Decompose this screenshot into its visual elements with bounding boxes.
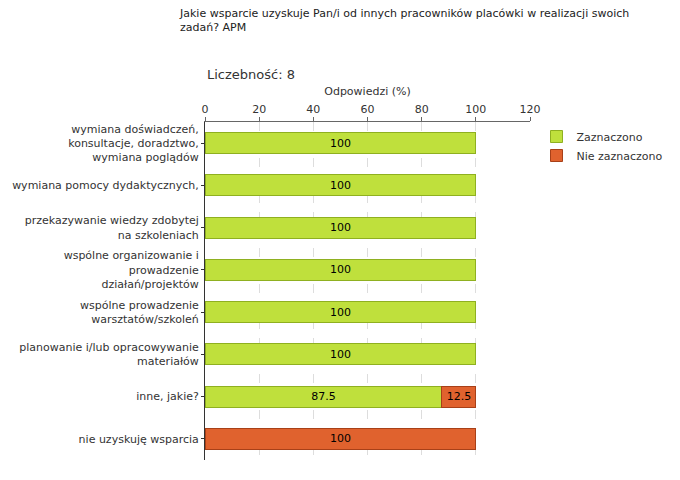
- svg-text:wspólne prowadzeniewarsztatów/: wspólne prowadzeniewarsztatów/szkoleń: [80, 299, 199, 326]
- svg-text:planowanie i/lub opracowywanie: planowanie i/lub opracowywaniemateriałów: [19, 341, 199, 368]
- svg-text:20: 20: [252, 103, 266, 116]
- svg-text:87.5: 87.5: [311, 390, 336, 403]
- svg-text:0: 0: [202, 103, 209, 116]
- svg-text:wspólne organizowanie iprowadz: wspólne organizowanie iprowadzeniedziała…: [64, 249, 199, 291]
- svg-text:Zaznaczono: Zaznaczono: [577, 131, 643, 144]
- svg-text:przekazywanie wiedzy zdobytejn: przekazywanie wiedzy zdobytejna szkoleni…: [25, 214, 199, 241]
- svg-text:100: 100: [465, 103, 486, 116]
- svg-text:100: 100: [330, 432, 351, 445]
- svg-text:wymiana doświadczeń,konsultacj: wymiana doświadczeń,konsultacje, doradzt…: [68, 123, 199, 165]
- svg-text:Liczebność: 8: Liczebność: 8: [207, 67, 295, 82]
- svg-text:Jakie wsparcie uzyskuje Pan/i: Jakie wsparcie uzyskuje Pan/i od innych …: [179, 7, 629, 34]
- svg-text:100: 100: [330, 263, 351, 276]
- svg-text:100: 100: [330, 137, 351, 150]
- svg-text:80: 80: [415, 103, 429, 116]
- svg-text:nie uzyskuję wsparcia: nie uzyskuję wsparcia: [79, 433, 199, 446]
- svg-text:60: 60: [361, 103, 375, 116]
- svg-text:100: 100: [330, 179, 351, 192]
- svg-text:120: 120: [520, 103, 541, 116]
- svg-text:40: 40: [306, 103, 320, 116]
- svg-text:Nie zaznaczono: Nie zaznaczono: [577, 150, 663, 163]
- svg-text:wymiana pomocy dydaktycznych,: wymiana pomocy dydaktycznych,: [12, 179, 199, 192]
- svg-text:12.5: 12.5: [447, 390, 472, 403]
- svg-text:Odpowiedzi (%): Odpowiedzi (%): [324, 85, 411, 98]
- svg-text:inne, jakie?: inne, jakie?: [136, 390, 199, 403]
- svg-text:100: 100: [330, 348, 351, 361]
- svg-text:100: 100: [330, 221, 351, 234]
- svg-text:100: 100: [330, 306, 351, 319]
